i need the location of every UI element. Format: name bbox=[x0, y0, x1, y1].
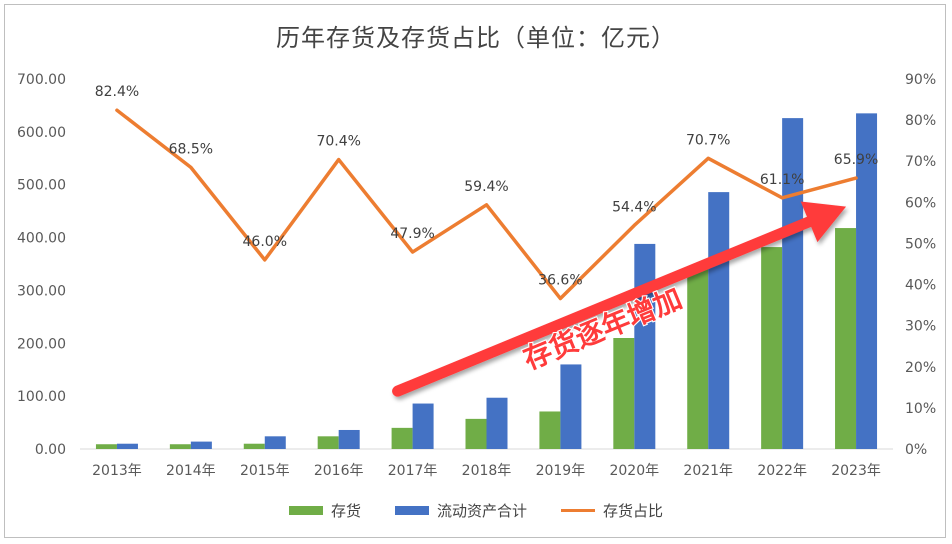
y-right-tick-label: 50% bbox=[905, 236, 936, 252]
y-left-tick-label: 200.00 bbox=[17, 336, 66, 352]
bar-current-assets bbox=[116, 443, 138, 449]
legend: 存货 流动资产合计 存货占比 bbox=[0, 500, 952, 521]
legend-label-ratio: 存货占比 bbox=[603, 502, 664, 520]
y-left-tick-label: 700.00 bbox=[17, 72, 66, 88]
ratio-data-label: 59.4% bbox=[464, 179, 508, 195]
ratio-data-label: 70.4% bbox=[316, 134, 360, 150]
y-right-tick-label: 10% bbox=[905, 401, 936, 417]
y-right-tick-label: 20% bbox=[905, 360, 936, 376]
bar-inventory bbox=[169, 444, 191, 449]
bar-inventory bbox=[391, 427, 413, 449]
ratio-data-label: 36.6% bbox=[538, 273, 582, 289]
bar-current-assets bbox=[560, 364, 582, 449]
x-tick-label: 2015年 bbox=[240, 463, 290, 479]
bar-inventory bbox=[243, 443, 265, 449]
x-tick-label: 2019年 bbox=[536, 463, 586, 479]
x-tick-label: 2014年 bbox=[166, 463, 216, 479]
ratio-data-label: 68.5% bbox=[169, 141, 213, 157]
ratio-data-label: 61.1% bbox=[760, 172, 804, 188]
legend-swatch-current-assets bbox=[394, 506, 429, 515]
arrow-shaft bbox=[392, 216, 815, 397]
arrow-group bbox=[392, 201, 847, 397]
y-right-tick-label: 90% bbox=[905, 72, 936, 88]
x-tick-label: 2020年 bbox=[609, 463, 659, 479]
legend-item-inventory: 存货 bbox=[288, 500, 361, 521]
bar-inventory bbox=[539, 411, 561, 449]
axes: 0.00 100.00 200.00 300.00 400.00 500.00 600.00… bbox=[17, 72, 936, 479]
legend-swatch-ratio bbox=[561, 509, 595, 512]
y-right-tick-label: 60% bbox=[905, 195, 936, 211]
ratio-line: 82.4% 68.5% 46.0% 70.4% 47.9% 59.4% 36.6% 54.4%… bbox=[95, 84, 878, 301]
ratio-data-label: 82.4% bbox=[95, 84, 139, 100]
bar-current-assets bbox=[856, 113, 878, 449]
x-tick-label: 2013年 bbox=[92, 463, 142, 479]
y-right-tick-label: 0% bbox=[905, 442, 927, 458]
ratio-data-label: 54.4% bbox=[612, 199, 656, 215]
ratio-data-label: 47.9% bbox=[390, 226, 434, 242]
bar-inventory bbox=[613, 338, 635, 449]
x-tick-label: 2018年 bbox=[462, 463, 512, 479]
ratio-data-label: 70.7% bbox=[686, 132, 730, 148]
chart-title: 历年存货及存货占比（单位：亿元） bbox=[276, 24, 676, 52]
bar-current-assets bbox=[412, 403, 434, 449]
y-left-tick-label: 0.00 bbox=[35, 442, 66, 458]
y-right-tick-label: 40% bbox=[905, 278, 936, 294]
bar-current-assets bbox=[264, 436, 286, 449]
x-tick-label: 2017年 bbox=[388, 463, 438, 479]
bar-current-assets bbox=[338, 429, 360, 449]
y-left-tick-label: 400.00 bbox=[17, 231, 66, 247]
bar-inventory bbox=[317, 436, 339, 449]
bars bbox=[95, 113, 878, 449]
x-tick-label: 2021年 bbox=[683, 463, 733, 479]
y-left-tick-label: 300.00 bbox=[17, 283, 66, 299]
ratio-data-label: 46.0% bbox=[243, 234, 287, 250]
y-left-tick-label: 100.00 bbox=[17, 389, 66, 405]
bar-current-assets bbox=[486, 397, 508, 449]
bar-inventory bbox=[835, 228, 857, 449]
bar-current-assets bbox=[708, 192, 730, 449]
legend-item-current-assets: 流动资产合计 bbox=[394, 500, 527, 521]
legend-label-inventory: 存货 bbox=[330, 502, 361, 520]
ratio-polyline bbox=[115, 108, 858, 301]
arrow-head bbox=[800, 201, 847, 243]
legend-item-ratio: 存货占比 bbox=[561, 500, 663, 521]
legend-swatch-inventory bbox=[288, 506, 323, 515]
y-right-tick-label: 30% bbox=[905, 319, 936, 335]
bar-current-assets bbox=[782, 118, 804, 449]
bar-inventory bbox=[687, 269, 709, 449]
x-tick-label: 2022年 bbox=[757, 463, 807, 479]
ratio-data-label: 65.9% bbox=[834, 152, 878, 168]
y-right-tick-label: 80% bbox=[905, 113, 936, 129]
bar-current-assets bbox=[190, 441, 212, 449]
bar-current-assets bbox=[634, 243, 656, 449]
y-left-tick-label: 600.00 bbox=[17, 125, 66, 141]
bar-inventory bbox=[95, 444, 117, 449]
y-right-tick-label: 70% bbox=[905, 154, 936, 170]
y-left-tick-label: 500.00 bbox=[17, 178, 66, 194]
legend-label-current-assets: 流动资产合计 bbox=[436, 502, 527, 520]
bar-inventory bbox=[465, 418, 487, 449]
x-tick-label: 2023年 bbox=[831, 463, 881, 479]
bar-inventory bbox=[761, 247, 783, 449]
x-tick-label: 2016年 bbox=[314, 463, 364, 479]
